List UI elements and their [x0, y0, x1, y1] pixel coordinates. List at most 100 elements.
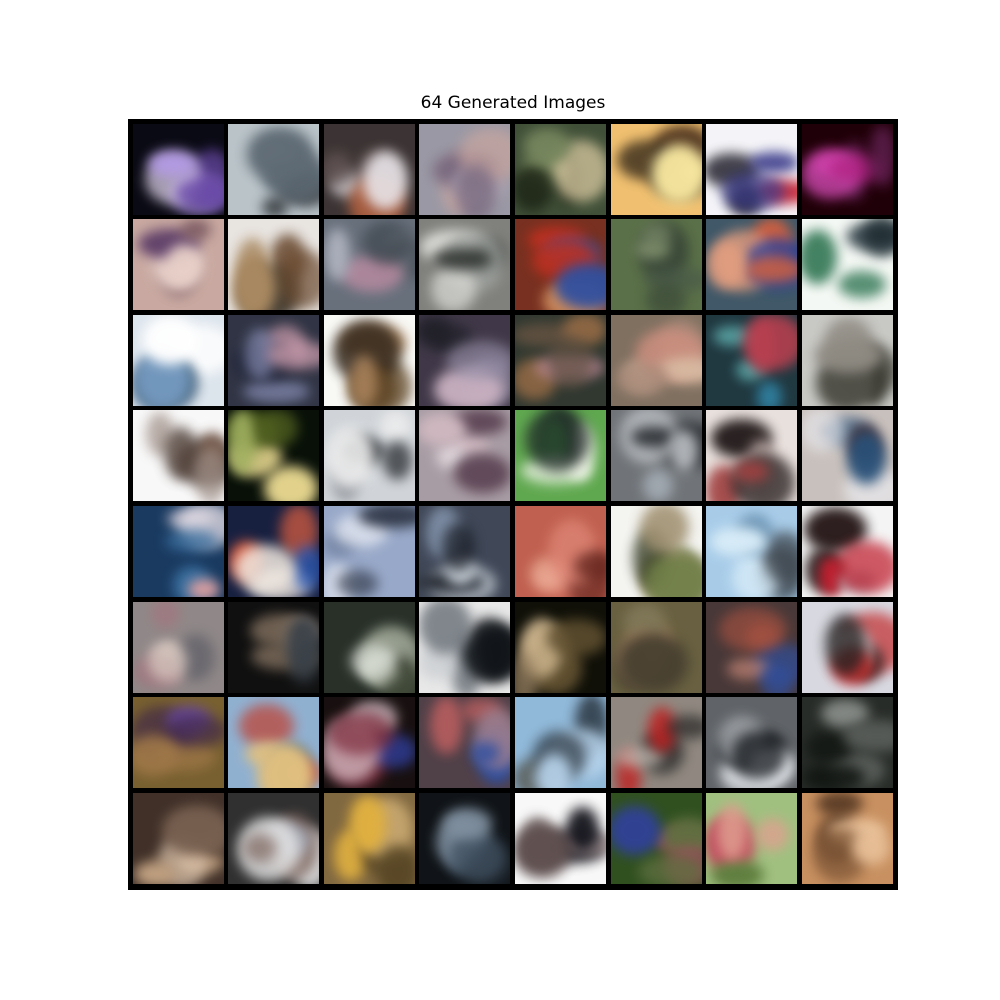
image-blob: [756, 381, 783, 406]
image-blob: [166, 244, 202, 285]
image-blob: [148, 149, 199, 178]
image-blob: [717, 803, 747, 860]
image-blob: [243, 379, 310, 403]
image-blob: [328, 712, 394, 756]
image-blob: [574, 552, 606, 580]
image-blob: [362, 150, 409, 211]
generated-image-tile: [228, 505, 320, 597]
image-blob: [194, 445, 224, 502]
image-blob: [615, 745, 663, 769]
image-blob: [380, 410, 412, 442]
image-blob: [618, 632, 688, 693]
image-blob: [548, 333, 593, 388]
image-blob: [744, 255, 798, 283]
image-blob: [709, 526, 767, 557]
image-blob: [726, 658, 769, 680]
image-blob: [164, 529, 218, 553]
image-blob: [732, 731, 786, 780]
image-blob: [324, 227, 351, 281]
image-blob: [651, 143, 702, 204]
generated-image-tile: [228, 219, 320, 311]
image-blob: [243, 833, 277, 862]
generated-image-tile: [801, 410, 893, 502]
image-blob: [610, 805, 662, 855]
image-blob: [350, 643, 396, 678]
generated-image-tile: [323, 219, 415, 311]
image-blob: [419, 413, 467, 447]
image-blob: [640, 221, 673, 246]
image-blob: [670, 430, 699, 473]
generated-image-tile: [323, 697, 415, 789]
image-blob: [245, 126, 314, 183]
generated-image-tile: [801, 792, 893, 884]
image-blob: [228, 410, 256, 475]
image-blob: [471, 742, 501, 764]
generated-image-tile: [801, 219, 893, 311]
image-blob: [712, 325, 753, 347]
image-blob: [706, 240, 746, 289]
image-blob: [376, 844, 415, 884]
image-blob: [825, 613, 866, 676]
generated-image-tile: [706, 697, 798, 789]
image-blob: [181, 219, 212, 241]
figure-title: 64 Generated Images: [420, 93, 606, 113]
image-blob: [456, 163, 496, 215]
generated-image-tile: [419, 697, 511, 789]
generated-image-tile: [323, 123, 415, 215]
image-blob: [362, 221, 415, 265]
image-blob: [640, 505, 689, 554]
generated-image-tile: [514, 123, 606, 215]
image-blob: [514, 823, 571, 878]
image-blob: [763, 531, 798, 584]
image-blob: [638, 854, 702, 884]
generated-image-tile: [610, 792, 702, 884]
image-blob: [742, 314, 798, 371]
generated-image-tile: [228, 601, 320, 693]
generated-image-tile: [514, 792, 606, 884]
generated-image-tile: [801, 123, 893, 215]
image-blob: [863, 224, 893, 246]
image-blob: [382, 441, 412, 481]
generated-image-tile: [610, 410, 702, 502]
generated-image-tile: [323, 314, 415, 406]
generated-image-tile: [419, 219, 511, 311]
image-blob: [446, 340, 511, 381]
generated-image-tile: [514, 410, 606, 502]
image-blob: [755, 817, 789, 851]
image-blob: [323, 151, 353, 186]
image-blob: [801, 229, 837, 285]
image-blob: [175, 176, 224, 209]
image-blob: [285, 616, 320, 672]
generated-image-tile: [228, 410, 320, 502]
image-blob: [431, 248, 492, 271]
generated-image-grid: [128, 119, 898, 890]
generated-image-tile: [419, 601, 511, 693]
image-blob: [566, 806, 599, 852]
generated-image-tile: [323, 601, 415, 693]
generated-image-tile: [132, 410, 224, 502]
generated-image-tile: [132, 792, 224, 884]
image-blob: [263, 465, 318, 502]
image-blob: [164, 714, 224, 748]
image-blob: [514, 165, 553, 212]
generated-image-tile: [132, 697, 224, 789]
image-blob: [278, 250, 320, 310]
generated-image-tile: [132, 314, 224, 406]
image-blob: [258, 410, 299, 447]
generated-image-tile: [228, 123, 320, 215]
image-blob: [749, 152, 798, 173]
image-blob: [133, 861, 176, 884]
generated-image-tile: [323, 505, 415, 597]
image-blob: [348, 795, 387, 853]
image-blob: [554, 263, 606, 309]
image-blob: [642, 469, 674, 502]
generated-image-tile: [706, 601, 798, 693]
image-blob: [834, 541, 893, 595]
image-blob: [162, 805, 224, 856]
image-blob: [846, 431, 886, 484]
generated-image-tile: [801, 505, 893, 597]
image-blob: [266, 340, 320, 370]
generated-image-tile: [801, 601, 893, 693]
image-blob: [843, 719, 893, 753]
generated-image-tile: [610, 697, 702, 789]
